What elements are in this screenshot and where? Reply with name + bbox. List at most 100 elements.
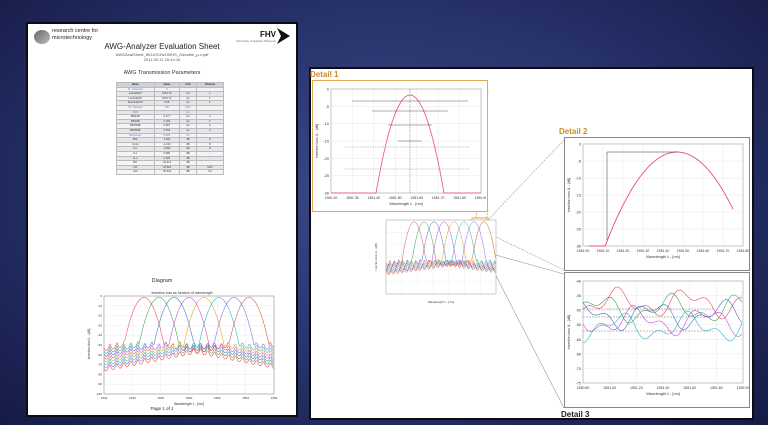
chart-title: Insertion loss as function of wavelength <box>151 291 212 295</box>
chart-y-label: Insertion loss IL - [dB] <box>87 329 91 360</box>
detail-2-y-label: Insertion loss IL - [dB] <box>567 178 571 213</box>
detail-3-x-tick: 1550.80 <box>577 386 590 390</box>
detail-1-y-tick: -20 <box>324 157 330 161</box>
logo-line-2: microtechnology <box>52 34 93 41</box>
detail-1-y-tick: -5 <box>326 105 329 109</box>
detail-2-peak-curve <box>589 151 734 247</box>
detail-1-y-label: Insertion loss IL - [dB] <box>315 124 319 159</box>
chart-x-tick: 1546 <box>129 396 136 400</box>
sheet-filename: AWGAnalSheet_80110GHz100HS_Gdouble_p-v.p… <box>115 52 209 57</box>
sheet-timestamp: 2011-09-11 15:44:16 <box>143 57 181 62</box>
params-row: LambdaITU 1551.72 nm 1 <box>116 95 225 102</box>
detail-3-x-tick: 1551.80 <box>710 386 723 390</box>
chart-x-tick: 1544 <box>101 396 108 400</box>
main-series-line <box>385 221 496 270</box>
detail-3-y-tick: -50 <box>576 309 582 313</box>
detail-3-y-tick: -60 <box>576 338 582 342</box>
detail-3-label: Detail 3 <box>561 410 590 419</box>
chart-y-tick: -50 <box>98 343 103 347</box>
fhv-arrow-icon <box>277 28 290 44</box>
detail-3-series-line <box>582 292 743 324</box>
detail-2-y-tick: -10 <box>576 177 582 181</box>
detail-3-x-tick: 1551.60 <box>683 386 696 390</box>
detail-2-x-tick: 1551.10 <box>597 249 610 253</box>
params-row: nAX -36.612 dB Tot <box>116 169 225 175</box>
detail-2-y-tick: 0 <box>579 143 581 147</box>
chart-y-tick: -70 <box>98 363 103 367</box>
detail-3-y-tick: -40 <box>576 280 582 284</box>
detail-1-x-tick: 1551.90 <box>475 196 486 200</box>
detail-3-y-tick: -65 <box>576 352 582 356</box>
detail-2-x-label: Wavelength λ - [nm] <box>646 255 680 259</box>
sheet-title: AWG-Analyzer Evaluation Sheet <box>104 42 220 51</box>
detail-1-y-tick: 0 <box>327 88 329 92</box>
detail-3-x-tick: 1552.00 <box>737 386 749 390</box>
diagram-title: Diagram <box>151 278 173 284</box>
detail-1-x-tick: 1551.50 <box>389 196 402 200</box>
detail-2-y-tick: -30 <box>576 245 582 249</box>
chart-y-tick: -40 <box>98 333 103 337</box>
detail-2-x-tick: 1551.00 <box>577 249 590 253</box>
fhv-logo-text: FHV <box>260 30 276 39</box>
fhv-logo-subtitle: University of Applied Sciences <box>235 39 276 43</box>
chart-series-line <box>103 297 275 366</box>
chart-x-tick: 1548 <box>157 396 164 400</box>
detail-1-x-tick: 1551.80 <box>453 196 466 200</box>
detail-3-x-tick: 1551.40 <box>657 386 670 390</box>
params-cell: Tot <box>195 169 225 175</box>
detail-1-label: Detail 1 <box>310 70 339 79</box>
detail-1-x-tick: 1551.30 <box>346 196 359 200</box>
detail-2-x-tick: 1551.40 <box>657 249 670 253</box>
detail-2-y-tick: -25 <box>576 228 582 232</box>
chart-x-tick: 1550 <box>186 396 193 400</box>
chart-y-tick: -100 <box>96 392 102 396</box>
chart-y-tick: -60 <box>98 353 103 357</box>
chart-y-tick: 0 <box>100 294 102 298</box>
main-y-label: Insertion loss IL - [dB] <box>374 243 378 270</box>
main-series-line <box>385 221 496 276</box>
chart-y-tick: -10 <box>98 304 103 308</box>
insertion-loss-chart: Insertion loss as function of wavelength… <box>87 291 278 406</box>
chart-y-tick: -20 <box>98 314 103 318</box>
params-row: NX -32.824 dB NxN <box>116 164 225 171</box>
params-cell: -36.612 <box>153 169 181 175</box>
chart-series-line <box>103 297 275 363</box>
detail-3-series-line <box>582 310 743 344</box>
chart-x-tick: 1554 <box>242 396 249 400</box>
chart-y-tick: -90 <box>98 382 103 386</box>
detail-1-y-tick: -15 <box>324 140 330 144</box>
detail-3-series-line <box>582 286 743 320</box>
evaluation-sheet: research centre for microtechnology FHV … <box>26 22 298 417</box>
detail-1-x-tick: 1551.70 <box>432 196 445 200</box>
params-title: AWG Transmission Parameters <box>123 70 201 76</box>
detail-1-peak-curve <box>331 94 481 194</box>
logo-globe-icon <box>34 30 50 44</box>
detail-2-x-tick: 1551.80 <box>737 249 749 253</box>
main-x-label: Wavelength λ - [nm] <box>428 300 455 304</box>
detail-2-y-tick: -20 <box>576 211 582 215</box>
chart-series-line <box>103 297 275 372</box>
detail-3-x-tick: 1551.00 <box>603 386 616 390</box>
detail-1-x-label: Wavelength λ - [nm] <box>389 202 423 206</box>
chart-x-label: Wavelength λ - [nm] <box>174 402 204 406</box>
main-spectrum-chart: Wavelength λ - [nm] Insertion loss IL - [… <box>374 219 497 304</box>
params-row: ILu -3.824 dB 8 <box>116 146 225 152</box>
detail-1-x-tick: 1551.60 <box>410 196 423 200</box>
main-series-line <box>385 221 496 272</box>
detail-1-y-tick: -30 <box>324 192 330 196</box>
detail-2-x-tick: 1551.70 <box>717 249 730 253</box>
detail-2-x-tick: 1551.50 <box>677 249 690 253</box>
detail-1-box: 0 -5 -10 -15 -20 -25 -30 1551.20 1551.30 1551.40 1… <box>312 80 488 212</box>
detail-3-y-tick: -70 <box>576 367 582 371</box>
detail-2-x-tick: 1551.30 <box>637 249 650 253</box>
detail-3-series-line <box>582 305 743 337</box>
detail-2-y-tick: -15 <box>576 194 582 198</box>
detail-2-y-tick: -5 <box>578 160 581 164</box>
detail-1-x-tick: 1551.40 <box>368 196 381 200</box>
main-series-line <box>385 221 496 271</box>
detail-2-label: Detail 2 <box>559 127 588 136</box>
detail-3-x-label: Wavelength λ - [nm] <box>646 392 680 396</box>
